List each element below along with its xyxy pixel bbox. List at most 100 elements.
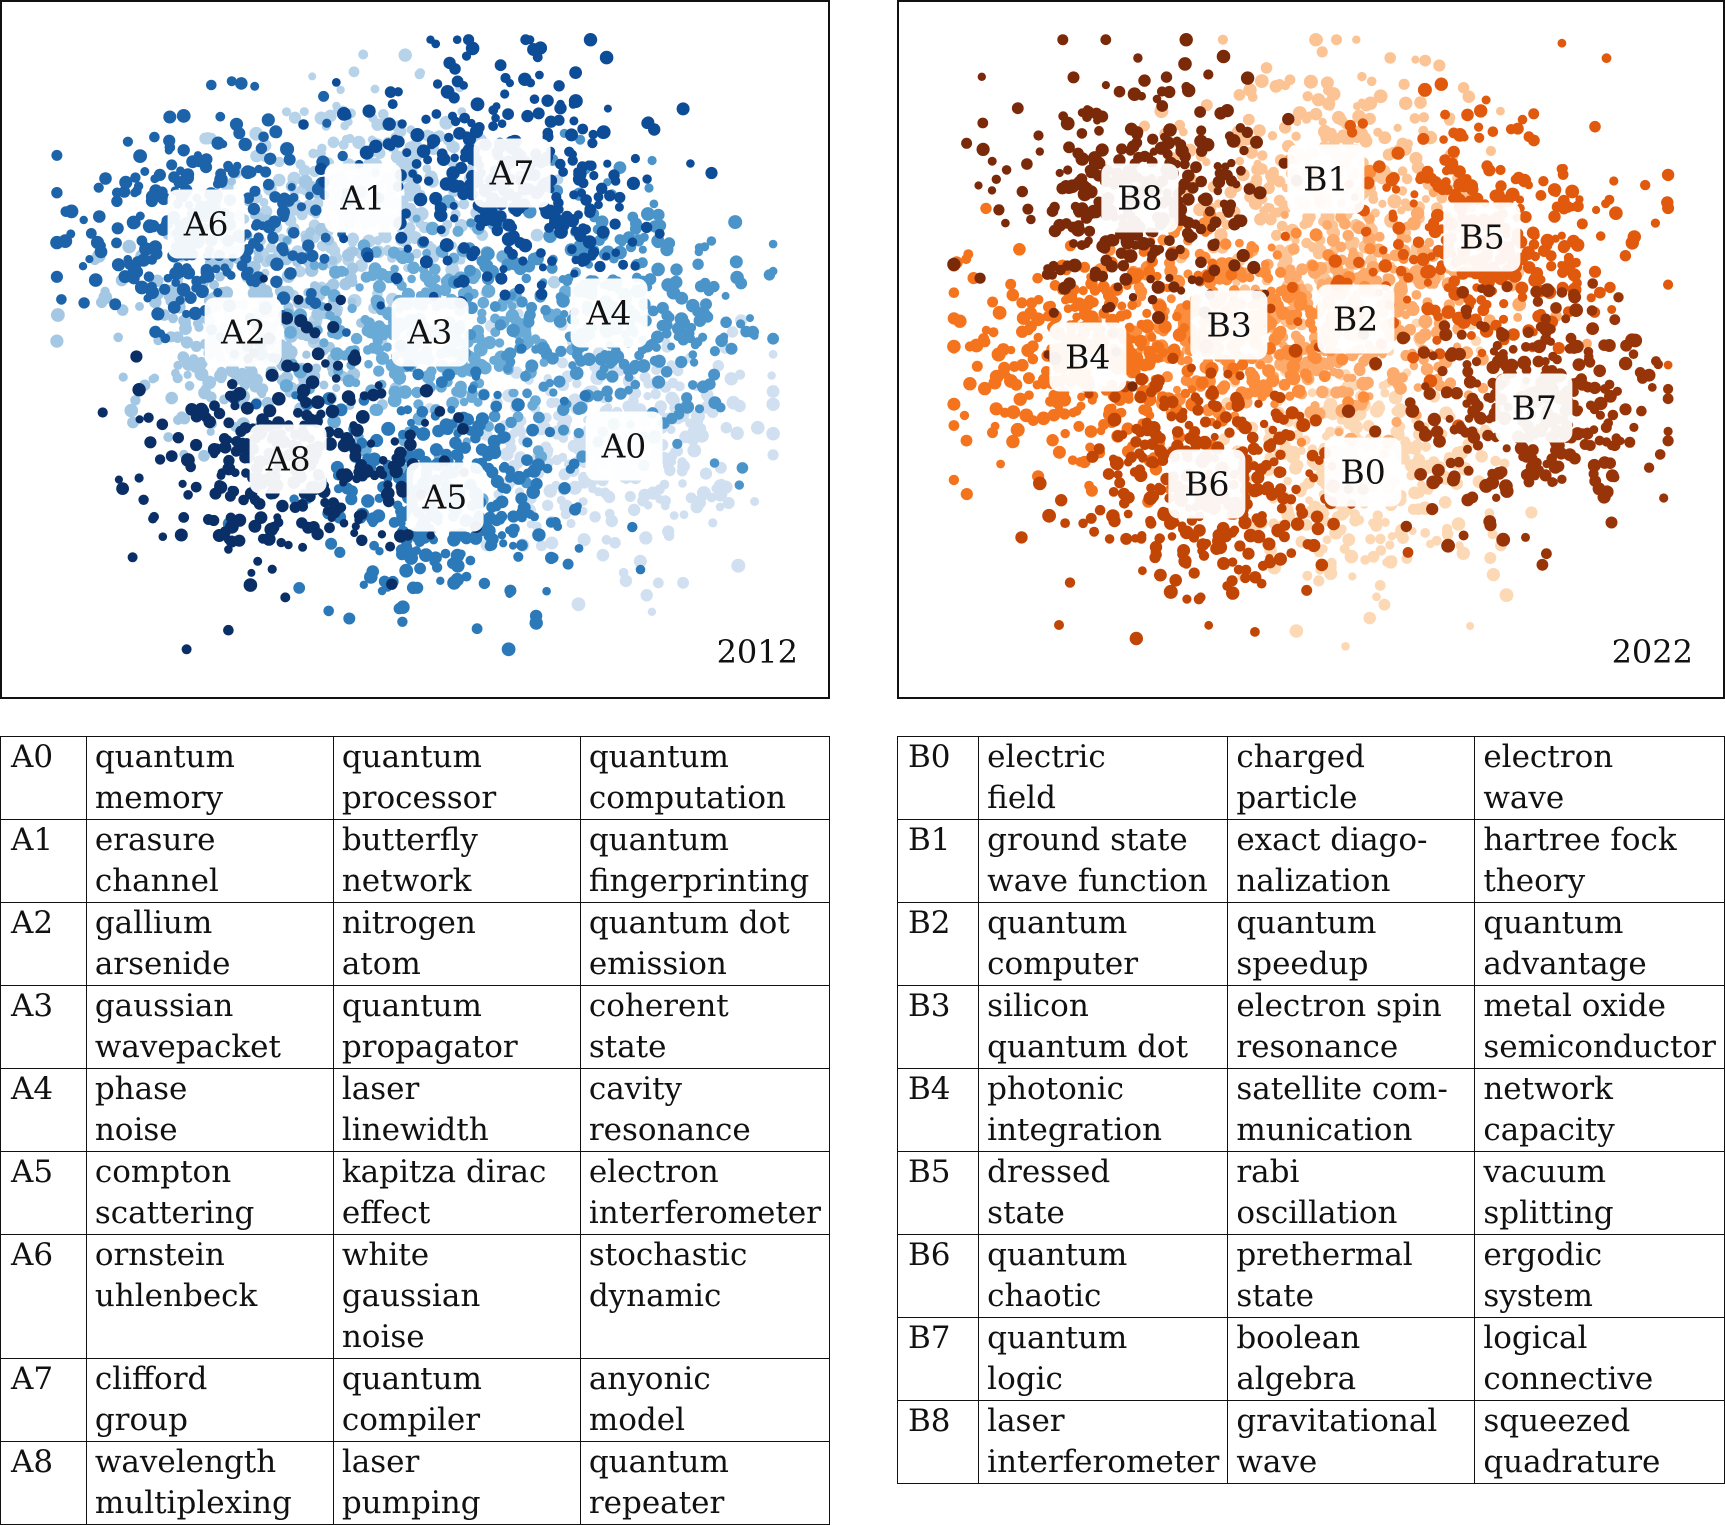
data-point	[415, 68, 426, 78]
data-point	[294, 314, 308, 328]
data-point	[1138, 452, 1148, 462]
data-point	[1205, 367, 1217, 379]
data-point	[216, 373, 227, 384]
data-point	[1236, 359, 1249, 371]
data-point	[1464, 179, 1479, 193]
data-point	[510, 388, 519, 398]
data-point	[450, 153, 460, 163]
data-point	[143, 412, 154, 423]
data-point	[390, 272, 403, 285]
data-point	[661, 328, 672, 339]
data-point	[230, 401, 240, 411]
data-point	[558, 167, 568, 177]
data-point	[436, 148, 448, 160]
data-point	[356, 534, 368, 546]
data-point	[145, 285, 159, 300]
data-point	[93, 210, 106, 223]
data-point	[171, 278, 180, 287]
data-point	[309, 260, 320, 271]
data-point	[1268, 166, 1279, 178]
data-point	[253, 556, 263, 566]
data-point	[560, 509, 571, 520]
data-point	[522, 437, 533, 448]
data-point	[248, 519, 262, 533]
data-point	[505, 416, 517, 429]
data-point	[1557, 261, 1566, 269]
data-point	[287, 250, 299, 261]
data-point	[394, 125, 407, 138]
data-point	[1013, 392, 1027, 406]
data-point	[664, 312, 675, 323]
data-point	[253, 253, 264, 264]
data-point	[1434, 77, 1448, 91]
data-point	[178, 479, 187, 488]
data-point	[370, 84, 380, 94]
data-point	[1094, 504, 1106, 516]
data-point	[1247, 92, 1258, 102]
data-point	[1073, 420, 1085, 432]
data-point	[185, 291, 195, 301]
data-point	[489, 301, 501, 312]
data-point	[1395, 265, 1407, 277]
data-point	[247, 202, 261, 216]
data-point	[308, 72, 317, 81]
data-point	[506, 323, 520, 338]
data-point	[466, 218, 476, 228]
data-point	[1461, 108, 1474, 122]
data-point	[387, 460, 398, 471]
data-point	[1582, 338, 1592, 349]
data-point	[256, 413, 269, 426]
data-point	[449, 201, 458, 210]
data-point	[1318, 544, 1328, 554]
data-point	[626, 176, 641, 190]
data-point	[1451, 517, 1466, 531]
data-point	[377, 586, 387, 596]
data-point	[459, 152, 470, 163]
data-point	[1078, 518, 1088, 529]
data-point	[181, 263, 192, 274]
data-point	[1571, 257, 1581, 268]
data-point	[1412, 236, 1425, 248]
data-point	[530, 477, 543, 490]
data-point	[1167, 352, 1179, 364]
data-point	[454, 528, 468, 542]
data-point	[453, 277, 464, 288]
data-point	[293, 265, 306, 278]
data-point	[1256, 578, 1267, 589]
data-point	[1284, 430, 1296, 442]
data-point	[640, 589, 653, 602]
data-point	[206, 79, 217, 91]
data-point	[235, 425, 247, 437]
data-point	[513, 458, 524, 469]
data-point	[726, 326, 739, 338]
data-point	[1420, 363, 1434, 376]
data-point	[1133, 281, 1145, 293]
data-point	[536, 248, 546, 258]
data-point	[249, 494, 261, 506]
data-point	[362, 251, 374, 263]
data-point	[1393, 530, 1403, 539]
data-point	[1060, 428, 1070, 439]
data-point	[171, 331, 184, 344]
data-point	[644, 183, 654, 193]
data-point	[278, 246, 289, 257]
data-point	[1280, 210, 1289, 219]
data-point	[666, 425, 676, 434]
data-point	[1604, 281, 1616, 294]
data-point	[652, 208, 665, 222]
cluster-label-a6: A6	[167, 189, 245, 259]
data-point	[1517, 114, 1528, 125]
data-point	[652, 577, 664, 589]
data-point	[1397, 372, 1408, 383]
data-point	[555, 158, 566, 170]
data-point	[971, 360, 983, 372]
data-point	[223, 454, 235, 467]
data-point	[630, 261, 640, 271]
data-point	[207, 443, 221, 457]
data-point	[542, 499, 554, 512]
data-point	[960, 434, 973, 447]
data-point	[641, 117, 654, 130]
data-point	[1265, 554, 1274, 563]
data-point	[1394, 382, 1407, 395]
data-point	[1254, 74, 1269, 88]
